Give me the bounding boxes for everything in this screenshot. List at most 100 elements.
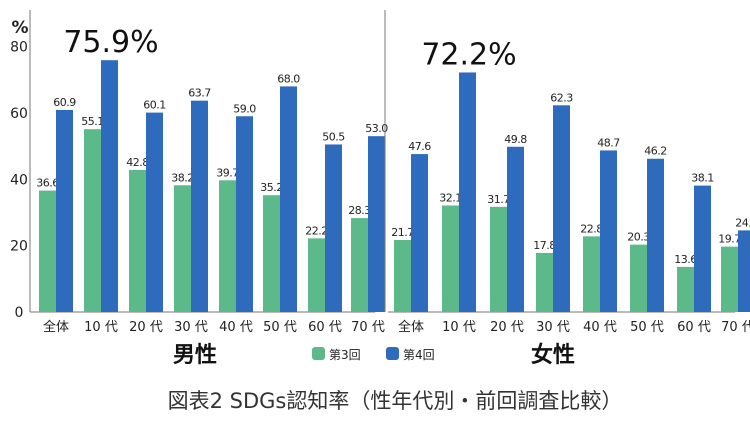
legend-label: 第4回 (403, 348, 435, 362)
x-tick-label: 全体 (43, 319, 69, 335)
x-tick-label: 50 代 (630, 320, 664, 335)
value-label: 38.2 (171, 171, 194, 184)
panel-title: 女性 (531, 342, 575, 368)
x-tick-label: 50 代 (263, 320, 297, 335)
value-label: 47.6 (408, 140, 431, 153)
x-tick-label: 20 代 (490, 320, 524, 335)
bar-series3 (308, 238, 325, 312)
legend-item: 第4回 (386, 347, 435, 362)
y-tick-label: 40 (10, 172, 28, 188)
bar-series4 (553, 105, 570, 313)
legend-label: 第3回 (329, 348, 361, 362)
value-label: 22.8 (580, 222, 603, 235)
value-label: 50.5 (322, 130, 345, 143)
y-tick-label: 60 (10, 106, 28, 122)
value-label: 28.3 (348, 204, 371, 217)
value-label: 32.1 (439, 192, 462, 205)
bar-series3 (442, 205, 459, 312)
bar-series3 (630, 244, 647, 312)
x-tick-label: 40 代 (219, 320, 253, 335)
value-label: 21.7 (391, 226, 414, 239)
bar-series3 (174, 185, 191, 312)
highlight-value-label: 72.2% (421, 37, 516, 72)
value-label: 17.8 (533, 239, 556, 252)
bar-series3 (39, 190, 56, 312)
bar-series4 (191, 100, 208, 312)
value-label: 22.2 (305, 224, 328, 237)
bar-series4 (411, 154, 428, 312)
bar-series3 (219, 180, 236, 312)
x-tick-label: 40 代 (583, 320, 617, 335)
y-tick-label: 20 (10, 239, 28, 255)
bar-series3 (721, 246, 738, 312)
bar-series3 (263, 195, 280, 312)
highlight-value-label: 75.9% (63, 25, 158, 60)
value-label: 19.7 (718, 233, 741, 246)
x-tick-label: 全体 (398, 319, 424, 335)
y-axis-unit: % (11, 18, 28, 38)
value-label: 68.0 (277, 72, 300, 85)
y-tick-label: 80 (10, 40, 28, 56)
bar-series4 (368, 136, 385, 312)
x-tick-label: 70 代 (721, 320, 750, 335)
value-label: 53.0 (365, 122, 388, 135)
x-tick-label: 60 代 (308, 320, 342, 335)
bar-series4 (236, 116, 253, 313)
value-label: 39.7 (216, 166, 239, 179)
value-label: 36.6 (36, 177, 59, 190)
bar-series4 (738, 230, 750, 312)
legend-swatch (312, 347, 325, 360)
chart-panel-2: 21.7 47.6 全体 32.1 72.2% 10 代 31.7 49.8 20 代 17.8 6… (388, 37, 750, 368)
y-tick-label: 0 (15, 305, 24, 321)
legend-swatch (386, 347, 399, 360)
bar-series3 (536, 252, 553, 312)
bar-series3 (677, 266, 694, 312)
value-label: 31.7 (487, 193, 510, 206)
chart-panel-1: 0 20 40 60 80% 36.6 60.9 全体 55.1 75.9% 10 代 42.8 60.… (10, 10, 389, 368)
legend-item: 第3回 (312, 347, 361, 362)
bar-series4 (101, 60, 118, 313)
chart-panels: 0 20 40 60 80% 36.6 60.9 全体 55.1 75.9% 10 代 42.8 60.… (10, 10, 750, 368)
value-label: 60.1 (143, 99, 166, 112)
value-label: 49.8 (504, 133, 527, 146)
value-label: 62.3 (550, 91, 573, 104)
value-label: 46.2 (644, 145, 667, 158)
bar-series3 (351, 218, 368, 312)
value-label: 42.8 (126, 156, 149, 169)
bar-series4 (600, 150, 617, 312)
bar-series4 (459, 72, 476, 312)
bar-series4 (647, 158, 664, 312)
x-tick-label: 30 代 (536, 320, 570, 335)
value-label: 38.1 (691, 172, 714, 185)
value-label: 60.9 (53, 96, 76, 109)
bar-series3 (84, 129, 101, 312)
value-label: 20.3 (627, 231, 650, 244)
x-tick-label: 30 代 (174, 320, 208, 335)
x-tick-label: 20 代 (129, 320, 163, 335)
x-tick-label: 70 代 (351, 320, 385, 335)
value-label: 63.7 (188, 87, 211, 100)
value-label: 24.6 (735, 216, 750, 229)
x-tick-label: 10 代 (84, 320, 118, 335)
value-label: 55.1 (81, 115, 104, 128)
bar-series4 (507, 146, 524, 312)
bar-series4 (280, 86, 297, 313)
bar-series4 (325, 144, 342, 312)
value-label: 48.7 (597, 136, 620, 149)
panel-title: 男性 (173, 343, 217, 368)
bar-series4 (146, 112, 163, 313)
x-tick-label: 10 代 (442, 320, 476, 335)
bar-series3 (583, 236, 600, 312)
bar-series4 (694, 185, 711, 312)
bar-series3 (490, 206, 507, 312)
value-label: 59.0 (233, 102, 256, 115)
bar-series3 (394, 240, 411, 312)
x-tick-label: 60 代 (677, 320, 711, 335)
chart-caption: 図表2 SDGs認知率（性年代別・前回調査比較） (168, 389, 623, 413)
value-label: 13.6 (674, 253, 697, 266)
legend: 第3回 第4回 (312, 347, 435, 362)
bar-series4 (56, 109, 73, 312)
value-label: 35.2 (260, 181, 283, 194)
bar-series3 (129, 170, 146, 312)
